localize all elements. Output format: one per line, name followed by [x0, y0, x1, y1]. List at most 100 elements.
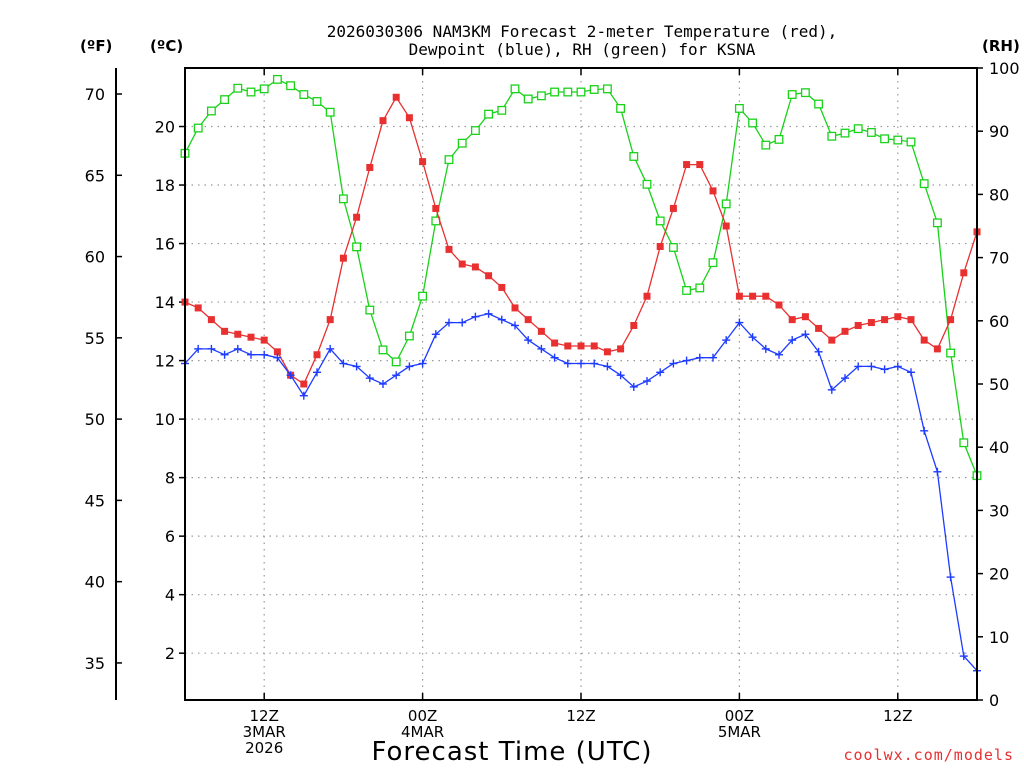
dewpoint-point: [313, 368, 321, 377]
x-axis-label: Forecast Time (UTC): [371, 737, 652, 767]
fahrenheit-tick-label: 50: [85, 410, 105, 429]
rh-point: [629, 152, 639, 161]
temperature-point: [445, 245, 453, 253]
temperature-point: [366, 163, 374, 171]
rh-point: [563, 87, 573, 97]
rh-point: [880, 134, 890, 144]
temperature-point: [234, 330, 242, 338]
temperature-point: [656, 242, 664, 250]
celsius-tick-label: 12: [155, 352, 175, 371]
rh-point: [338, 194, 348, 204]
dewpoint-point: [880, 365, 889, 374]
dewpoint-point: [841, 374, 849, 383]
time-tick-label: 00Z: [408, 707, 437, 725]
rh-axis: 0 10 20 30 40 50 60 70 80 90 100: [977, 59, 1020, 710]
dewpoint-point: [827, 385, 836, 394]
rh-point: [497, 105, 507, 115]
rh-unit-label: (RH): [982, 37, 1020, 55]
dewpoint-point: [814, 347, 823, 356]
rh-point: [866, 128, 876, 137]
fahrenheit-tick-label: 70: [85, 85, 105, 104]
temperature-point: [221, 327, 229, 335]
dewpoint-point: [392, 371, 401, 380]
dewpoint-point: [247, 350, 255, 359]
temperature-point: [630, 321, 638, 329]
temperature-point: [471, 263, 479, 271]
celsius-tick-label: 10: [155, 410, 175, 429]
rh-point: [312, 97, 322, 106]
time-tick-label: 12Z: [566, 707, 595, 725]
temperature-point: [577, 342, 585, 350]
temperature-point: [617, 345, 625, 353]
dewpoint-point: [418, 359, 427, 368]
temperature-point: [590, 342, 598, 350]
rh-point: [246, 87, 256, 97]
rh-point: [946, 348, 956, 358]
rh-point: [299, 90, 309, 99]
dewpoint-point: [775, 350, 783, 359]
temperature-point: [683, 161, 691, 169]
time-tick-label: 12Z: [250, 707, 279, 725]
dewpoint-point: [194, 344, 203, 353]
rh-point: [602, 84, 612, 94]
time-tick-label: 4MAR: [401, 723, 444, 741]
time-tick-label: 00Z: [725, 707, 754, 725]
rh-point: [708, 258, 718, 268]
rh-point: [668, 243, 678, 252]
rh-point: [220, 95, 230, 105]
dewpoint-point: [761, 344, 770, 353]
fahrenheit-unit-label: (ºF): [80, 37, 112, 55]
dewpoint-point: [854, 362, 863, 371]
rh-point: [827, 131, 837, 141]
rh-point: [470, 126, 480, 136]
celsius-tick-label: 18: [155, 176, 175, 195]
temperature-point: [485, 272, 493, 280]
rh-point: [193, 123, 203, 133]
celsius-tick-label: 4: [165, 586, 175, 605]
celsius-tick-label: 14: [155, 293, 175, 312]
rh-point: [906, 137, 916, 147]
dewpoint-point: [629, 382, 638, 391]
temperature-point: [419, 158, 427, 166]
dewpoint-point: [207, 344, 216, 353]
dewpoint-point: [458, 318, 467, 327]
fahrenheit-tick-label: 60: [85, 248, 105, 267]
rh-point: [761, 140, 771, 150]
temperature-point: [326, 316, 334, 324]
rh-point: [352, 242, 362, 252]
dewpoint-point: [445, 318, 453, 327]
time-tick-label: 2026: [245, 739, 283, 757]
chart-title-line2: Dewpoint (blue), RH (green) for KSNA: [409, 40, 756, 59]
dewpoint-point: [471, 312, 480, 321]
temperature-point: [458, 260, 466, 268]
temperature-point: [603, 348, 611, 356]
dewpoint-point: [801, 330, 810, 339]
rh-tick-label: 60: [989, 312, 1009, 331]
dewpoint-point: [669, 359, 678, 368]
rh-point: [682, 286, 692, 295]
temperature-point: [788, 316, 796, 324]
celsius-tick-label: 6: [165, 527, 175, 546]
rh-point: [510, 84, 520, 94]
rh-tick-label: 100: [989, 59, 1020, 78]
rh-tick-label: 10: [989, 628, 1009, 647]
dewpoint-point: [405, 362, 414, 371]
celsius-tick-label: 2: [165, 644, 175, 663]
dewpoint-point: [299, 391, 308, 400]
rh-point: [550, 87, 560, 97]
dewpoint-point: [616, 371, 625, 380]
grid-lines: [185, 68, 977, 700]
celsius-axis: 2 4 6 8 10 12 14 16 18 20: [155, 118, 185, 663]
dewpoint-point: [484, 309, 493, 318]
temperature-point: [300, 380, 308, 388]
dewpoint-point: [352, 362, 361, 371]
dewpoint-point: [867, 362, 876, 371]
rh-tick-label: 90: [989, 122, 1009, 141]
dewpoint-point: [603, 362, 612, 371]
dewpoint-point: [577, 359, 585, 368]
temperature-point: [207, 316, 215, 324]
dewpoint-point: [643, 377, 651, 386]
rh-tick-label: 50: [989, 375, 1009, 394]
